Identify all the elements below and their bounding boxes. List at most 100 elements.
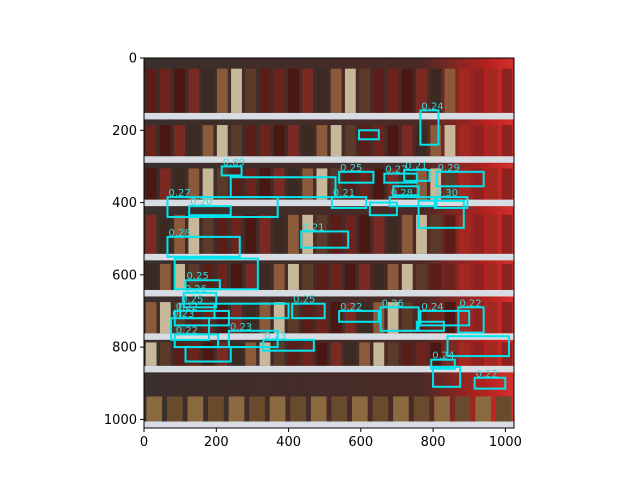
detection-rect xyxy=(383,172,418,184)
product-item xyxy=(159,168,171,200)
detection-box: 0.27 xyxy=(166,188,279,218)
detection-rect xyxy=(338,309,380,323)
product-item xyxy=(290,396,306,422)
detection-rect xyxy=(368,201,398,217)
detection-score: 0.22 xyxy=(176,325,198,336)
product-item xyxy=(387,302,399,334)
product-item xyxy=(288,263,299,290)
product-item xyxy=(487,263,499,290)
product-item xyxy=(316,125,328,157)
detection-box: 0.22 xyxy=(457,298,485,334)
y-tick-label: 1000 xyxy=(104,413,137,428)
shelf-edge xyxy=(144,333,514,340)
product-item xyxy=(330,263,342,290)
detection-rect xyxy=(184,346,232,363)
shelf-edge xyxy=(144,421,514,428)
detection-rect xyxy=(415,320,445,332)
product-item xyxy=(330,214,342,254)
detection-rect xyxy=(417,199,465,229)
detection-box: 0.22 xyxy=(338,302,380,323)
product-item xyxy=(259,263,271,290)
product-item xyxy=(159,302,171,334)
detection-box: 0.24 xyxy=(419,101,444,146)
detection-score: 0.22 xyxy=(459,298,481,309)
detection-box: 0.89 xyxy=(220,157,245,177)
detection-rect xyxy=(432,365,462,388)
product-item xyxy=(373,168,385,200)
product-item xyxy=(273,125,285,157)
x-tick: 1000 xyxy=(489,428,522,450)
detection-rect xyxy=(300,230,350,249)
product-item xyxy=(187,396,204,422)
product-item xyxy=(359,214,370,254)
product-item xyxy=(288,168,299,200)
detection-box: 0.20 xyxy=(188,197,232,217)
product-item xyxy=(310,396,327,422)
product-item xyxy=(416,342,427,366)
product-item xyxy=(231,68,242,113)
detection-rect xyxy=(446,335,510,358)
detection-score: 0.24 xyxy=(421,302,443,313)
product-item xyxy=(444,168,456,200)
detection-score: 0.25 xyxy=(293,295,315,306)
product-item xyxy=(231,168,242,200)
product-item xyxy=(413,396,430,422)
x-tick-label: 600 xyxy=(348,435,373,450)
product-item xyxy=(444,302,456,334)
product-item xyxy=(501,168,513,200)
x-axis: 0 200 400 600 800 1000 xyxy=(140,428,522,450)
detection-rect xyxy=(291,302,326,320)
detection-score: 0.25 xyxy=(187,271,209,282)
product-item xyxy=(146,396,163,422)
detection-score: 0.26 xyxy=(185,284,207,295)
product-item xyxy=(188,342,200,366)
product-item xyxy=(344,214,356,254)
product-item xyxy=(245,168,257,200)
product-item xyxy=(430,302,442,334)
product-item xyxy=(416,168,427,200)
product-item xyxy=(430,342,442,366)
x-tick-label: 800 xyxy=(421,435,446,450)
detection-rect xyxy=(262,338,315,352)
product-item xyxy=(495,396,512,422)
x-tick: 800 xyxy=(421,428,446,450)
detection-rect xyxy=(379,306,420,332)
y-tick: 200 xyxy=(112,124,144,139)
product-item xyxy=(259,214,271,254)
product-item xyxy=(167,396,183,422)
product-item xyxy=(359,168,370,200)
product-item xyxy=(288,342,299,366)
shelf-edge xyxy=(144,365,514,373)
product-item xyxy=(475,396,491,422)
product-item xyxy=(188,263,200,290)
product-item xyxy=(228,396,245,422)
product-item xyxy=(159,68,171,113)
detection-score: 0.23 xyxy=(264,331,286,342)
product-item xyxy=(302,263,314,290)
product-item xyxy=(249,396,265,422)
detection-box: 0.25 xyxy=(338,163,375,184)
product-item xyxy=(231,342,242,366)
product-item xyxy=(145,342,157,366)
product-item xyxy=(216,68,228,113)
product-item xyxy=(416,302,427,334)
product-item xyxy=(316,168,328,200)
detection-box: 0.22 xyxy=(473,369,507,390)
product-item xyxy=(145,214,157,254)
product-item xyxy=(174,342,185,366)
product-item xyxy=(487,68,499,113)
product-item xyxy=(273,68,285,113)
detection-score: 0.22 xyxy=(476,369,498,380)
detection-rect xyxy=(419,109,440,146)
detection-score: 0.21 xyxy=(302,222,324,233)
detection-rect xyxy=(330,196,368,209)
product-item xyxy=(159,263,171,290)
shelf-edge xyxy=(144,112,514,120)
product-item xyxy=(202,263,214,290)
x-tick: 400 xyxy=(276,428,301,450)
product-item xyxy=(393,396,409,422)
detection-box: 0.27 xyxy=(383,165,418,184)
detection-box: 0.23 xyxy=(170,309,211,341)
product-item xyxy=(501,342,513,366)
product-item xyxy=(273,214,285,254)
